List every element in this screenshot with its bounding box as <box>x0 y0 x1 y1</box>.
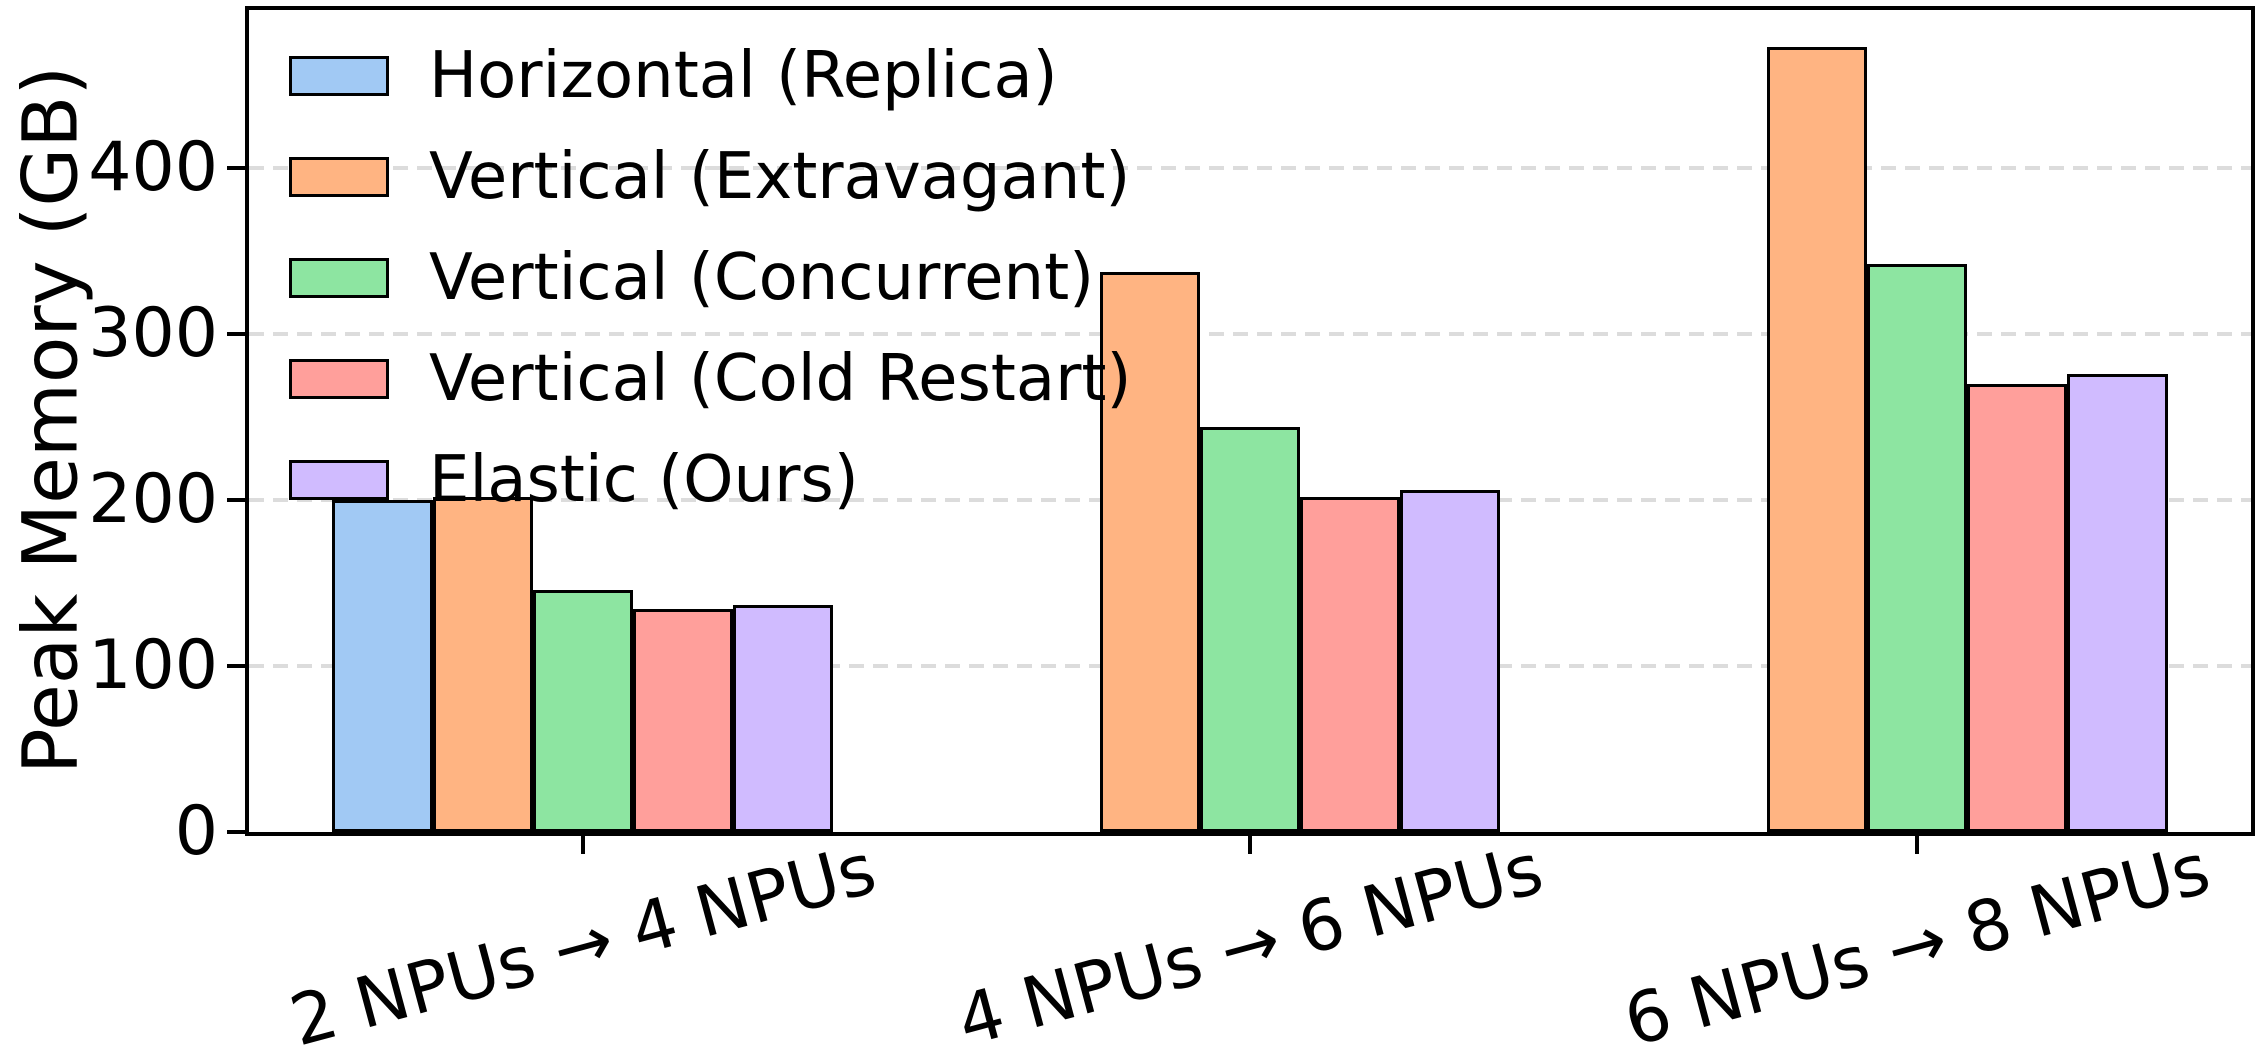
legend-swatch <box>289 359 389 399</box>
bar-vertical-extravagant-c2 <box>1767 46 1868 832</box>
bar-elastic-ours-c0 <box>732 604 833 832</box>
legend-swatch <box>289 157 389 197</box>
bar-vertical-extravagant-c1 <box>1099 272 1200 832</box>
y-tick-mark <box>227 331 245 336</box>
y-tick-mark <box>227 830 245 834</box>
bar-vertical-extravagant-c0 <box>432 496 533 832</box>
gridline <box>249 331 2251 336</box>
bar-elastic-ours-c1 <box>1400 489 1501 832</box>
bar-vertical-concurrent-c2 <box>1867 264 1968 832</box>
plot-area: Horizontal (Replica) Vertical (Extravagan… <box>245 6 2255 836</box>
y-tick-mark <box>227 165 245 170</box>
legend-label: Vertical (Extravagant) <box>429 140 1131 214</box>
legend-item: Vertical (Extravagant) <box>289 145 1131 209</box>
x-tick-mark <box>1915 836 1920 854</box>
y-tick-label: 100 <box>88 625 218 705</box>
y-tick-label: 200 <box>88 459 218 539</box>
x-tick-mark <box>1248 836 1252 854</box>
y-tick-mark <box>227 663 245 668</box>
y-tick-label: 300 <box>88 293 218 373</box>
legend: Horizontal (Replica) Vertical (Extravagan… <box>289 44 1131 559</box>
y-tick-label: 400 <box>88 127 218 207</box>
gridline <box>249 165 2251 170</box>
legend-swatch <box>289 258 389 298</box>
y-tick-mark <box>227 497 245 502</box>
y-tick-label: 0 <box>174 792 218 871</box>
bar-vertical-concurrent-c1 <box>1199 426 1301 832</box>
legend-item: Horizontal (Replica) <box>289 44 1131 108</box>
x-tick-label: 4 NPUs → 6 NPUs <box>948 827 1552 1048</box>
bar-vertical-cold-restart-c1 <box>1300 496 1401 832</box>
x-tick-mark <box>580 836 585 854</box>
bar-elastic-ours-c2 <box>2067 373 2168 832</box>
legend-item: Vertical (Cold Restart) <box>289 347 1131 411</box>
bar-horizontal-replica-c0 <box>332 499 433 832</box>
legend-label: Vertical (Cold Restart) <box>429 342 1132 416</box>
legend-item: Elastic (Ours) <box>289 448 1131 512</box>
bar-vertical-concurrent-c0 <box>532 589 633 832</box>
legend-label: Vertical (Concurrent) <box>429 241 1095 315</box>
legend-swatch <box>289 56 389 96</box>
legend-label: Horizontal (Replica) <box>429 39 1058 113</box>
bar-vertical-cold-restart-c2 <box>1967 383 2068 832</box>
legend-swatch <box>289 460 389 500</box>
bar-vertical-cold-restart-c0 <box>632 609 733 832</box>
legend-label: Elastic (Ours) <box>429 443 859 517</box>
x-tick-label: 2 NPUs → 4 NPUs <box>281 827 884 1048</box>
legend-item: Vertical (Concurrent) <box>289 246 1131 310</box>
x-tick-label: 6 NPUs → 8 NPUs <box>1616 827 2219 1048</box>
